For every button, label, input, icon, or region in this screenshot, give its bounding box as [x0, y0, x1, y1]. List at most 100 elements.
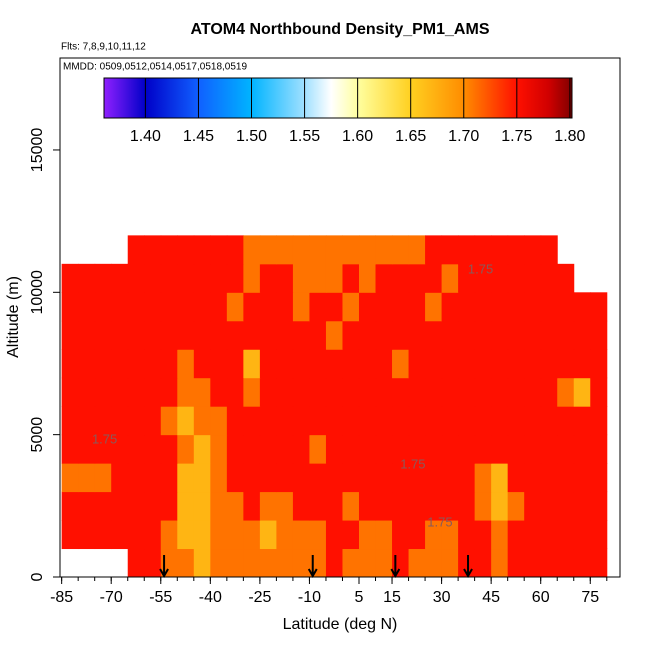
heat-cell	[358, 377, 377, 407]
heat-cell	[557, 377, 575, 407]
colorbar-tick-label: 1.45	[183, 128, 214, 145]
heat-cell	[458, 491, 476, 521]
heat-cell	[160, 349, 178, 379]
heat-cell	[144, 292, 162, 322]
heat-cell	[474, 434, 492, 464]
heat-cell	[276, 463, 294, 493]
heat-cell	[160, 491, 178, 521]
heat-cell	[590, 434, 608, 464]
heat-cell	[425, 491, 443, 521]
flight-arrow	[159, 555, 169, 579]
heat-cell	[441, 463, 459, 493]
heat-cell	[210, 491, 228, 521]
heat-cell	[573, 377, 591, 407]
x-tick-label: -25	[248, 589, 271, 606]
heat-cell	[474, 406, 492, 436]
heat-cell	[590, 406, 608, 436]
heat-cell	[276, 263, 294, 293]
heat-cell	[474, 463, 492, 493]
heat-cell	[193, 434, 211, 464]
heat-cell	[342, 263, 360, 293]
heat-cell	[325, 520, 343, 550]
heat-cell	[193, 491, 211, 521]
heat-cell	[160, 292, 178, 322]
heat-cell	[540, 463, 558, 493]
heat-cell	[94, 320, 112, 350]
heat-cell	[491, 406, 509, 436]
heat-cell	[292, 491, 310, 521]
heat-cell	[111, 434, 129, 464]
heat-cell	[325, 548, 343, 578]
heat-cell	[276, 320, 294, 350]
heat-cell	[210, 520, 228, 550]
heat-cell	[325, 463, 343, 493]
plot-frame	[59, 57, 621, 578]
heat-cell	[226, 434, 244, 464]
heat-cell	[590, 491, 608, 521]
heat-cell	[491, 434, 509, 464]
heat-cell	[507, 434, 525, 464]
heat-cell	[375, 434, 393, 464]
heat-cell	[127, 434, 145, 464]
heat-cell	[491, 320, 509, 350]
heat-cell	[243, 377, 261, 407]
heat-cell	[292, 235, 310, 265]
heat-cell	[441, 263, 459, 293]
heat-cell	[177, 463, 195, 493]
heat-cell	[243, 235, 261, 265]
heat-cell	[375, 548, 393, 578]
heat-cell	[540, 406, 558, 436]
heat-cell	[193, 377, 211, 407]
heat-cell	[375, 491, 393, 521]
heat-cell	[540, 263, 558, 293]
heat-cell	[458, 235, 476, 265]
heat-cell	[392, 320, 410, 350]
x-tick-label: 45	[482, 589, 500, 606]
heat-cell	[193, 406, 211, 436]
heat-cell	[309, 320, 327, 350]
heat-cell	[408, 434, 426, 464]
heat-cell	[441, 349, 459, 379]
heat-cell	[491, 349, 509, 379]
heat-cell	[342, 520, 360, 550]
heat-cell	[78, 263, 96, 293]
heat-cell	[325, 491, 343, 521]
contour-label: 1.75	[92, 431, 117, 446]
heat-cell	[226, 520, 244, 550]
heat-cell	[590, 349, 608, 379]
heat-cell	[61, 491, 79, 521]
heat-cell	[375, 292, 393, 322]
heat-cell	[557, 463, 575, 493]
x-tick-label: 5	[355, 589, 364, 606]
heat-cell	[94, 520, 112, 550]
x-tick-label: -70	[100, 589, 123, 606]
heat-cell	[441, 434, 459, 464]
heat-cell	[210, 463, 228, 493]
heat-cell	[111, 263, 129, 293]
heat-cell	[458, 349, 476, 379]
heat-cell	[540, 320, 558, 350]
heat-cell	[573, 491, 591, 521]
heat-cell	[441, 292, 459, 322]
heat-cell	[491, 491, 509, 521]
heat-cell	[392, 235, 410, 265]
heat-cell	[408, 491, 426, 521]
heat-cell	[375, 349, 393, 379]
heat-cell	[276, 548, 294, 578]
heat-cell	[507, 292, 525, 322]
heat-cell	[243, 320, 261, 350]
heat-cell	[177, 235, 195, 265]
heat-cell	[507, 377, 525, 407]
heat-cell	[78, 377, 96, 407]
heat-cell	[540, 491, 558, 521]
heat-cell	[177, 377, 195, 407]
heat-cell	[292, 320, 310, 350]
heat-cell	[78, 520, 96, 550]
heat-cell	[325, 434, 343, 464]
heat-cell	[144, 548, 162, 578]
heat-cell	[491, 263, 509, 293]
heat-cell	[111, 320, 129, 350]
heat-cell	[292, 377, 310, 407]
heat-cell	[408, 377, 426, 407]
heat-cell	[226, 377, 244, 407]
